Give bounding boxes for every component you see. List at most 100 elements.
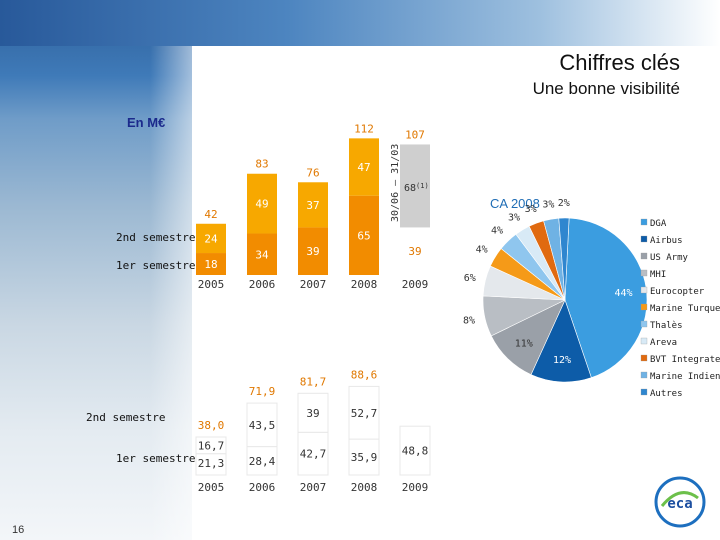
legend-label-marine-indienne: Marine Indienne xyxy=(650,372,720,382)
top-total-2006: 83 xyxy=(255,158,268,171)
top-bar-second-2008 xyxy=(349,138,379,196)
bottom-total-2005: 38,0 xyxy=(198,419,225,432)
top-label-first-2008: 65 xyxy=(357,229,370,242)
top-total-2007: 76 xyxy=(306,166,319,179)
bottom-x-label-2009: 2009 xyxy=(402,481,429,494)
legend-label-us-army: US Army xyxy=(650,253,689,263)
pie-label-thal-s: 4% xyxy=(491,225,503,236)
pie-label-marine-turque: 4% xyxy=(476,245,488,256)
bottom-bar-second-2006 xyxy=(246,402,278,448)
bottom-row-label-second: 2nd semestre xyxy=(86,411,165,424)
bottom-label-second-2007: 39 xyxy=(306,407,319,420)
top-x-label-2007: 2007 xyxy=(300,278,327,291)
legend-swatch-bvt-integrated xyxy=(640,354,648,362)
bottom-bar-second-2005 xyxy=(195,436,227,455)
bottom-label-first-2008: 35,9 xyxy=(351,451,378,464)
pie-label-eurocopter: 6% xyxy=(464,273,476,284)
bottom-label-second-2005: 16,7 xyxy=(198,439,225,452)
top-x-label-2006: 2006 xyxy=(249,278,276,291)
title-block: Chiffres clés Une bonne visibilité xyxy=(533,50,680,100)
page-subtitle: Une bonne visibilité xyxy=(532,79,680,99)
vertical-date-note: 30/06 – 31/03 xyxy=(390,144,401,222)
top-bar-backlog-2009 xyxy=(400,144,430,228)
top-bar-first-2008 xyxy=(349,195,379,275)
top-label-first-2007: 39 xyxy=(306,245,319,258)
bottom-x-label-2007: 2007 xyxy=(300,481,327,494)
bottom-x-label-2005: 2005 xyxy=(198,481,225,494)
top-x-label-2005: 2005 xyxy=(198,278,225,291)
legend-swatch-dga xyxy=(640,218,648,226)
legend-label-areva: Areva xyxy=(650,338,677,348)
top-bar-second-2006 xyxy=(247,173,277,234)
legend-swatch-eurocopter xyxy=(640,286,648,294)
top-total-2008: 112 xyxy=(354,122,374,135)
legend-swatch-us-army xyxy=(640,252,648,260)
legend-swatch-marine-indienne xyxy=(640,371,648,379)
bottom-bar-first-2009 xyxy=(399,425,431,476)
top-bar-second-2007 xyxy=(298,182,328,228)
bottom-total-2007: 81,7 xyxy=(300,375,327,388)
top-row-label-first: 1er semestre xyxy=(116,259,195,272)
top-label-first-2009: 39 xyxy=(408,245,421,258)
bottom-bar-second-2008 xyxy=(348,385,380,440)
bottom-row-label-first: 1er semestre xyxy=(116,452,195,465)
top-row-label-second: 2nd semestre xyxy=(116,231,195,244)
bottom-label-second-2006: 43,5 xyxy=(249,419,276,432)
top-x-label-2009: 2009 xyxy=(402,278,429,291)
top-x-label-2008: 2008 xyxy=(351,278,378,291)
legend-swatch-marine-turque xyxy=(640,303,648,311)
backlog-annotation: 68(1) xyxy=(404,182,429,194)
legend-swatch-autres xyxy=(640,388,648,396)
top-total-2009: 107 xyxy=(405,128,425,141)
pie-title: CA 2008 xyxy=(490,196,540,211)
bottom-total-2008: 88,6 xyxy=(351,368,378,381)
legend-label-thal-s: Thalès xyxy=(650,320,683,331)
bottom-label-second-2008: 52,7 xyxy=(351,407,378,420)
top-label-second-2006: 49 xyxy=(255,198,268,211)
top-bar-first-2006 xyxy=(247,233,277,275)
top-label-first-2005: 18 xyxy=(204,258,217,271)
legend-swatch-mhi xyxy=(640,269,648,277)
legend-label-airbus: Airbus xyxy=(650,236,683,246)
pie-label-bvt-integrated: 3% xyxy=(525,204,537,215)
svg-text:eca: eca xyxy=(667,496,692,512)
top-label-first-2006: 34 xyxy=(255,248,269,261)
bottom-bar-first-2008 xyxy=(348,438,380,476)
pie-label-dga: 44% xyxy=(614,288,632,299)
top-label-second-2007: 37 xyxy=(306,199,319,212)
top-bar-first-2007 xyxy=(298,227,328,275)
bottom-label-first-2006: 28,4 xyxy=(249,455,276,468)
legend-swatch-airbus xyxy=(640,235,648,243)
bottom-total-2006: 71,9 xyxy=(249,385,276,398)
page-number: 16 xyxy=(12,524,25,536)
top-label-second-2005: 24 xyxy=(204,232,218,245)
page-title: Chiffres clés xyxy=(559,50,680,75)
top-bar-first-2005 xyxy=(196,253,226,275)
legend-swatch-thal-s xyxy=(640,320,648,328)
legend-label-eurocopter: Eurocopter xyxy=(650,287,705,297)
bottom-bar-first-2006 xyxy=(246,446,278,476)
bottom-bar-second-2007 xyxy=(297,392,329,433)
pie-label-areva: 3% xyxy=(508,212,520,223)
pie-label-us-army: 11% xyxy=(515,338,533,349)
unit-label: En M€ xyxy=(127,115,166,130)
legend-label-dga: DGA xyxy=(650,219,667,229)
legend-swatch-areva xyxy=(640,337,648,345)
pie-label-mhi: 8% xyxy=(463,316,475,327)
legend-label-bvt-integrated: BVT Integrated xyxy=(650,355,720,365)
header-band xyxy=(0,0,720,46)
eca-logo-icon: eca xyxy=(654,476,706,528)
pie-label-marine-indienne: 3% xyxy=(542,199,554,210)
pie-slice-airbus xyxy=(530,299,592,383)
pie-label-autres: 2% xyxy=(558,198,570,209)
top-bar-second-2005 xyxy=(196,223,226,254)
top-bar-first-2009 xyxy=(400,227,430,275)
bottom-label-first-2005: 21,3 xyxy=(198,457,225,470)
bottom-x-label-2006: 2006 xyxy=(249,481,276,494)
bottom-label-first-2007: 42,7 xyxy=(300,448,327,461)
top-total-2005: 42 xyxy=(204,208,217,221)
pie-label-airbus: 12% xyxy=(553,355,571,366)
legend-label-marine-turque: Marine Turque xyxy=(650,304,720,314)
bottom-label-first-2009: 48,8 xyxy=(402,445,429,458)
